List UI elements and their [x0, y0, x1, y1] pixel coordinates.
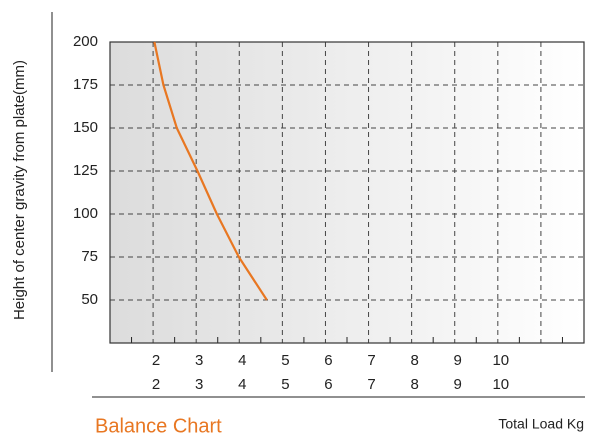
- x-tick-label: 10: [492, 376, 509, 393]
- plot-area: [110, 42, 584, 343]
- y-tick-label: 125: [73, 162, 98, 179]
- x-tick-label: 5: [281, 352, 289, 369]
- x-tick-label: 4: [238, 376, 246, 393]
- x-tick-label: 7: [367, 376, 375, 393]
- x-tick-label: 3: [195, 352, 203, 369]
- line-series: [153, 41, 268, 301]
- x-tick-label: 8: [410, 376, 418, 393]
- y-tick-label: 200: [73, 33, 98, 50]
- x-tick-label: 10: [492, 352, 509, 369]
- x-tick-label: 4: [238, 352, 246, 369]
- x-tick-label: 8: [410, 352, 418, 369]
- x-tick-label: 7: [367, 352, 375, 369]
- y-tick-label: 75: [81, 248, 98, 265]
- y-tick-label: 175: [73, 76, 98, 93]
- chart-title: Balance Chart: [95, 415, 222, 434]
- y-tick-label: 50: [81, 291, 98, 308]
- x-tick-label: 3: [195, 376, 203, 393]
- y-axis-label: Height of center gravity from plate(mm): [11, 60, 28, 320]
- x-tick-label: 5: [281, 376, 289, 393]
- y-tick-label: 100: [73, 205, 98, 222]
- x-tick-label: 2: [152, 352, 160, 369]
- x-axis-label: Total Load Kg: [498, 416, 584, 432]
- x-tick-label: 6: [324, 376, 332, 393]
- x-tick-label: 2: [152, 376, 160, 393]
- plot-border: [109, 41, 585, 344]
- y-tick-label: 150: [73, 119, 98, 136]
- x-tick-label: 9: [454, 352, 462, 369]
- x-tick-label: 6: [324, 352, 332, 369]
- x-tick-label: 9: [454, 376, 462, 393]
